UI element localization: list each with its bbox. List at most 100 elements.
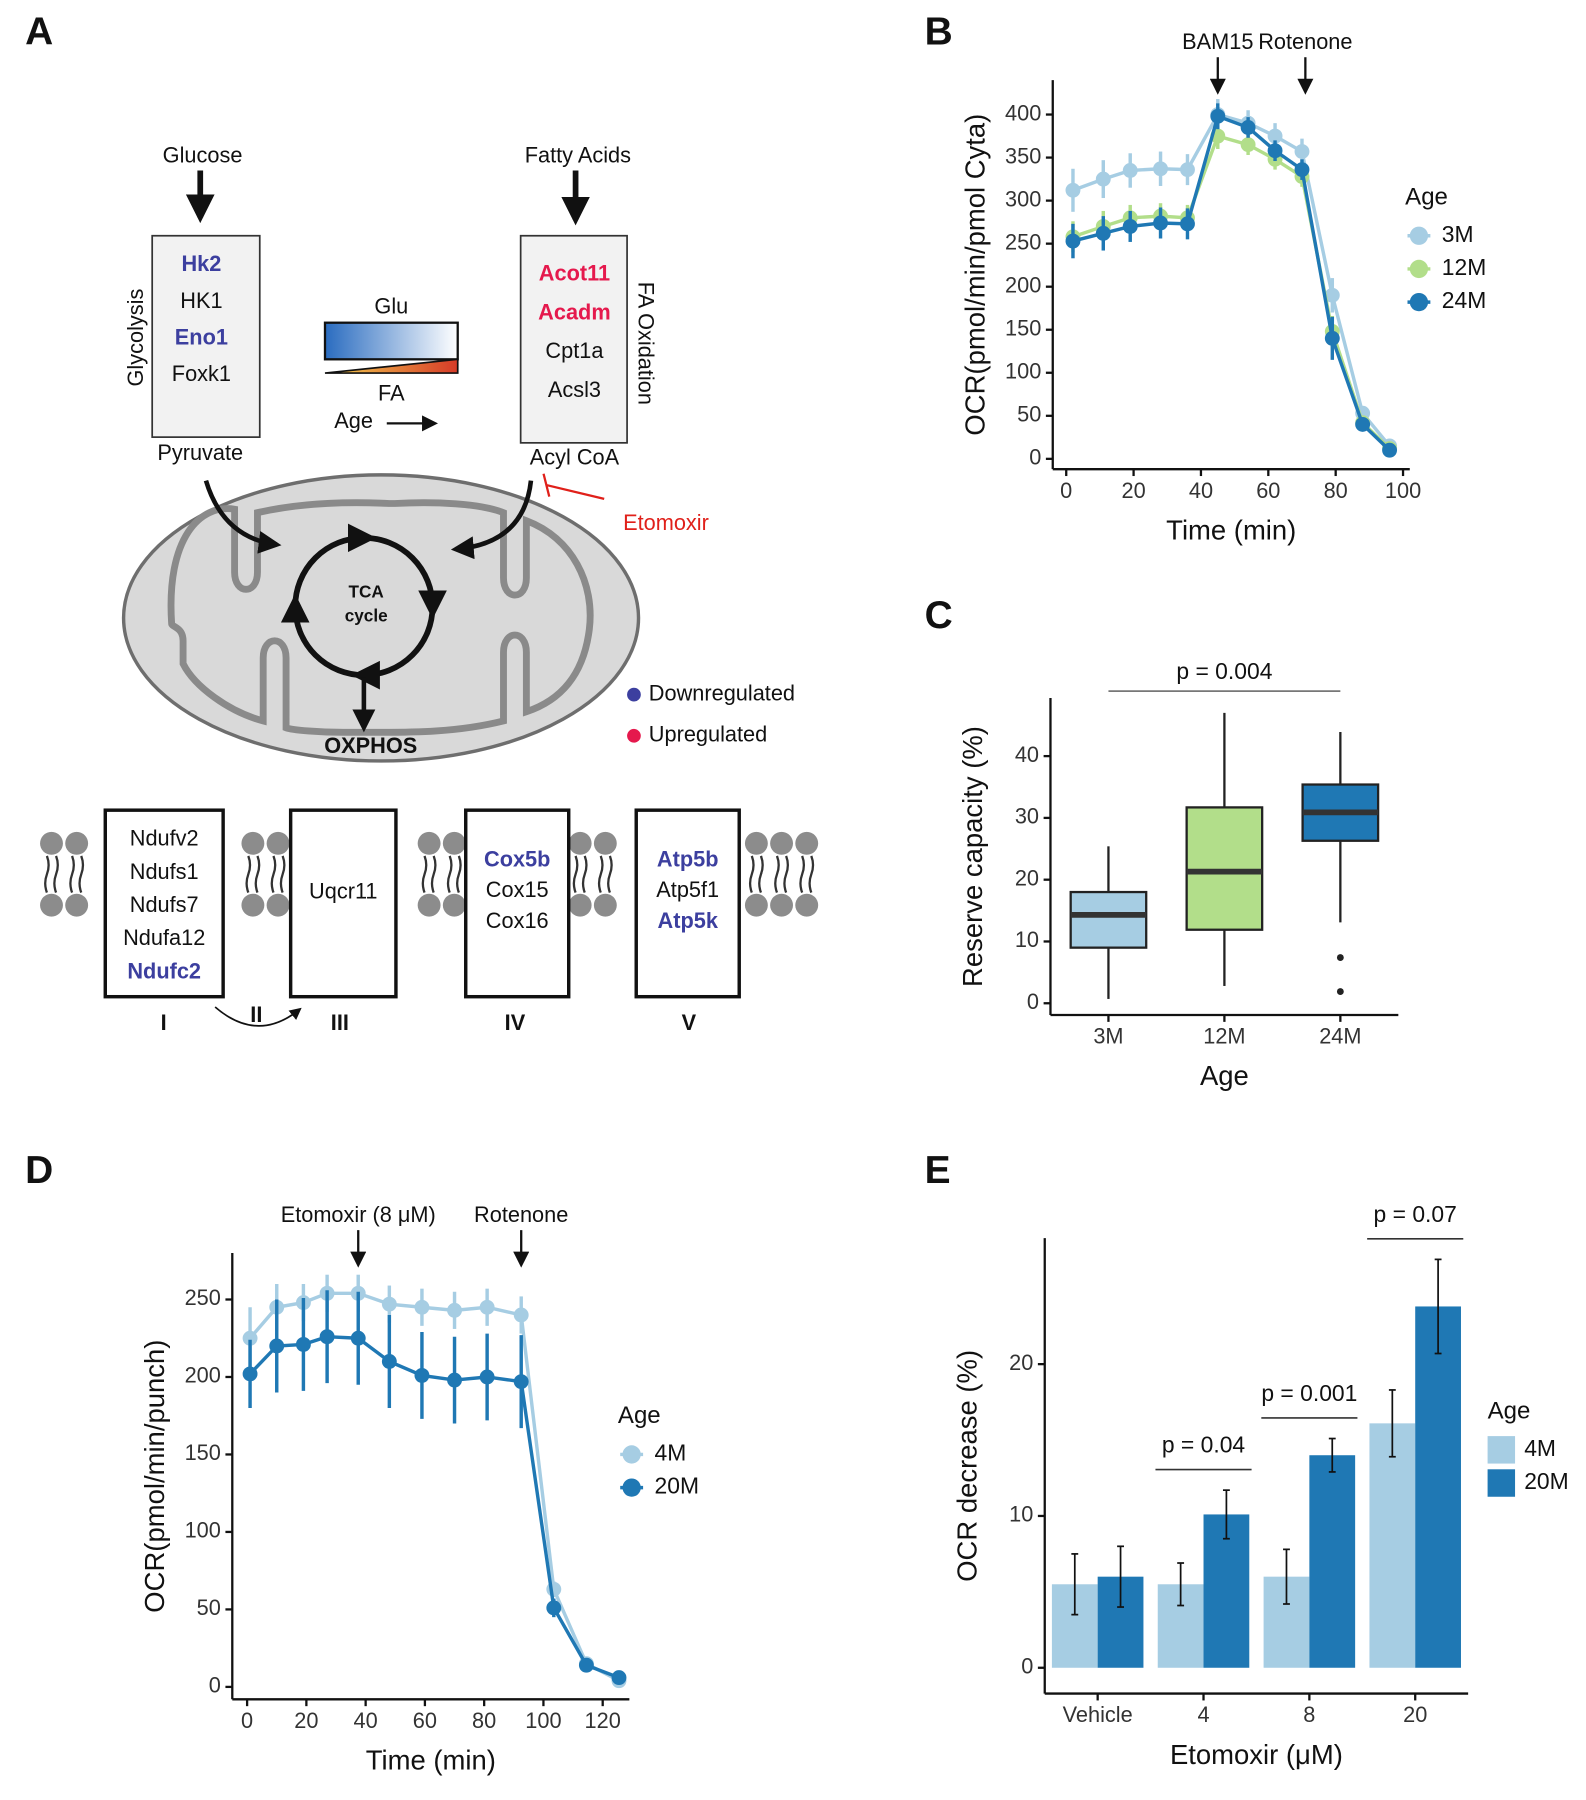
data-point <box>513 1374 529 1390</box>
lipid-tail <box>69 855 75 893</box>
x-tick-label: 3M <box>1093 1024 1123 1049</box>
legend-label: 20M <box>655 1473 700 1499</box>
y-tick-label: 30 <box>1015 804 1039 829</box>
x-tick-label: 100 <box>525 1708 561 1733</box>
y-tick-label: 10 <box>1009 1502 1033 1527</box>
y-tick-label: 250 <box>185 1285 221 1310</box>
legend-marker <box>622 1478 641 1497</box>
gene-label: Atp5f1 <box>656 877 719 902</box>
x-axis-label: Time (min) <box>1166 514 1296 545</box>
pathway-title: FA Oxidation <box>633 282 658 405</box>
lipid-tail <box>270 855 277 893</box>
x-tick-label: 60 <box>413 1708 437 1733</box>
data-point <box>1122 163 1138 178</box>
arrow <box>203 479 282 554</box>
bar <box>1415 1306 1461 1668</box>
data-point <box>479 1299 495 1315</box>
lipid-tail <box>581 855 588 893</box>
annotation: Rotenone <box>474 1202 568 1227</box>
lipid-tail <box>799 855 806 893</box>
series-line <box>1072 112 1391 448</box>
oxphos-label: OXPHOS <box>324 733 417 758</box>
gene-label: Ndufs7 <box>130 892 199 917</box>
data-point <box>1267 128 1283 144</box>
lipid-head <box>241 893 265 917</box>
legend-label: Downregulated <box>649 680 795 705</box>
data-point <box>1240 120 1256 135</box>
lipid-head <box>770 831 793 855</box>
outlier <box>1336 954 1344 961</box>
lipid-head <box>568 893 592 917</box>
legend-label: 4M <box>655 1439 687 1465</box>
lipid-tail <box>597 855 604 893</box>
y-tick-label: 350 <box>1005 143 1041 168</box>
gene-label: HK1 <box>180 288 222 313</box>
x-tick-label: 80 <box>1324 478 1348 503</box>
lipid-tail <box>44 855 50 893</box>
pathway-title: Glycolysis <box>123 289 148 387</box>
lipid-head <box>40 893 63 917</box>
panel-label: E <box>925 1149 951 1192</box>
legend-title: Age <box>1405 183 1448 210</box>
data-point <box>546 1600 562 1616</box>
data-point <box>242 1366 258 1382</box>
complex-box <box>464 808 571 999</box>
gradient-wedge <box>324 358 459 374</box>
complex-label: IV <box>505 1010 526 1035</box>
significance-label: p = 0.07 <box>1374 1201 1457 1227</box>
lipid-tail <box>456 855 462 893</box>
lipid-tail <box>783 855 789 893</box>
legend-title: Age <box>1488 1397 1531 1424</box>
gene-label: Cpt1a <box>545 338 604 363</box>
lipid-head <box>266 831 290 855</box>
y-tick-label: 400 <box>1005 100 1041 125</box>
legend-marker <box>622 1445 641 1464</box>
gene-label: Acadm <box>538 299 610 324</box>
lipid-head <box>770 893 793 917</box>
lipid-head <box>65 831 89 855</box>
lipid-head <box>442 893 466 917</box>
chart: E 0 10 20 Etomoxir (μM) OCR decrease (%) Vehic… <box>925 1149 1569 1770</box>
inhibition-bar <box>542 473 551 497</box>
bar <box>1309 1455 1356 1668</box>
series-line <box>1072 114 1391 452</box>
x-tick-label: 100 <box>1385 478 1421 503</box>
data-point <box>350 1330 366 1346</box>
lipid-head <box>266 893 290 917</box>
legend-marker <box>1409 292 1429 312</box>
data-point <box>381 1296 397 1312</box>
x-tick-label: 40 <box>1189 478 1213 503</box>
data-point <box>1153 215 1168 231</box>
lipid-tail <box>245 855 252 893</box>
data-point <box>513 1307 529 1323</box>
x-tick-label: 20 <box>294 1708 318 1733</box>
complex-label: III <box>331 1010 349 1035</box>
tca-label: TCA <box>349 581 384 601</box>
complex-box <box>634 808 741 999</box>
tca-label: cycle <box>345 605 388 625</box>
pathway-box <box>151 234 261 438</box>
gene-label: Eno1 <box>175 324 228 349</box>
lipid-tail <box>758 855 764 893</box>
series-line <box>248 1334 620 1680</box>
data-point <box>447 1372 462 1388</box>
gene-label: Hk2 <box>181 251 221 276</box>
gradient-label: Age <box>334 408 373 433</box>
gradient-label: FA <box>378 381 405 406</box>
lipid-head <box>744 831 768 855</box>
x-tick-label: 80 <box>472 1708 496 1733</box>
box <box>1185 806 1264 931</box>
gene-label: Acot11 <box>539 260 610 285</box>
input-label: Glucose <box>163 143 243 168</box>
data-point <box>1180 216 1195 232</box>
data-point <box>1122 218 1138 234</box>
input-label: Fatty Acids <box>525 143 631 168</box>
data-point <box>1240 137 1256 153</box>
lipid-tail <box>808 855 815 893</box>
x-tick-label: 12M <box>1203 1024 1245 1049</box>
lipid-head <box>593 831 617 855</box>
legend-label: 24M <box>1442 287 1487 313</box>
x-tick-label: 120 <box>585 1708 621 1733</box>
gene-label: Foxk1 <box>172 361 231 386</box>
